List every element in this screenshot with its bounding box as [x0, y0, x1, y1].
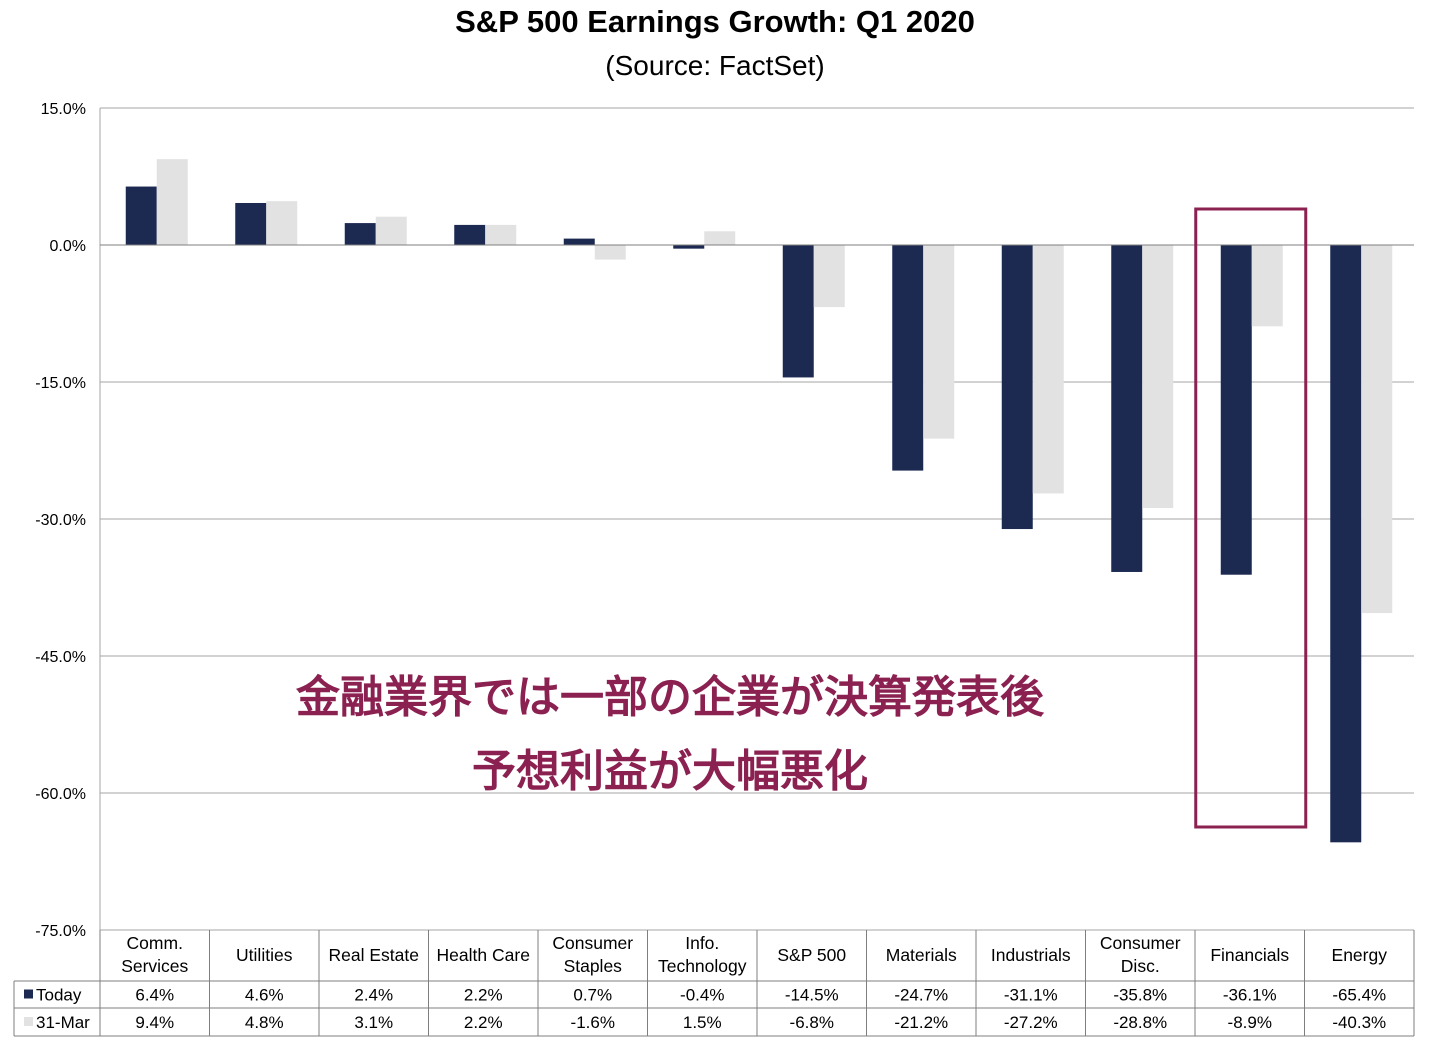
- legend-label: 31-Mar: [36, 1013, 90, 1032]
- x-tick-label: Comm.: [127, 933, 183, 953]
- bar-today: [892, 245, 924, 471]
- bar-mar31: [266, 201, 298, 245]
- bar-mar31: [1251, 245, 1283, 327]
- chart-subtitle: (Source: FactSet): [605, 50, 825, 81]
- data-label: 2.4%: [354, 986, 393, 1005]
- x-tick-label: Consumer: [552, 933, 633, 953]
- bar-today: [235, 202, 267, 245]
- data-label: 4.6%: [245, 986, 284, 1005]
- bar-today: [1220, 245, 1252, 575]
- data-label: -28.8%: [1113, 1013, 1167, 1032]
- bar-mar31: [375, 216, 407, 245]
- bar-mar31: [813, 245, 845, 308]
- annotation-line: 金融業界では一部の企業が決算発表後: [295, 672, 1045, 723]
- x-tick-label: Health Care: [437, 945, 530, 965]
- x-tick-label: Materials: [886, 945, 957, 965]
- bar-today: [1001, 245, 1033, 530]
- data-label: -14.5%: [785, 986, 839, 1005]
- x-tick-label: Industrials: [991, 945, 1071, 965]
- data-label: 4.8%: [245, 1013, 284, 1032]
- bar-mar31: [1142, 245, 1174, 509]
- data-label: -1.6%: [571, 1013, 615, 1032]
- y-tick-label: -60.0%: [35, 786, 86, 803]
- x-tick-label: Financials: [1210, 945, 1289, 965]
- bar-mar31: [156, 159, 188, 245]
- bar-today: [344, 223, 376, 245]
- x-tick-label: Utilities: [236, 945, 293, 965]
- bar-today: [1111, 245, 1143, 572]
- data-label: -40.3%: [1332, 1013, 1386, 1032]
- data-label: -24.7%: [894, 986, 948, 1005]
- highlight-box: [1194, 207, 1308, 829]
- data-label: 1.5%: [683, 1013, 722, 1032]
- data-label: -27.2%: [1004, 1013, 1058, 1032]
- y-tick-label: -15.0%: [35, 375, 86, 392]
- x-tick-label: Consumer: [1100, 933, 1181, 953]
- data-label: -0.4%: [680, 986, 724, 1005]
- bar-today: [1330, 245, 1362, 843]
- data-label: -31.1%: [1004, 986, 1058, 1005]
- bar-today: [782, 245, 814, 378]
- bar-today: [563, 238, 595, 245]
- y-tick-label: 15.0%: [41, 101, 86, 118]
- data-label: 0.7%: [573, 986, 612, 1005]
- bar-today: [125, 186, 157, 245]
- x-tick-label: Energy: [1332, 945, 1388, 965]
- x-tick-label: Services: [121, 956, 188, 976]
- data-label: 2.2%: [464, 1013, 503, 1032]
- bar-mar31: [923, 245, 955, 439]
- bar-today: [673, 245, 705, 249]
- x-tick-label: Info.: [685, 933, 719, 953]
- legend-key: [24, 1017, 33, 1026]
- y-tick-label: -45.0%: [35, 649, 86, 666]
- annotation-line: 予想利益が大幅悪化: [472, 746, 868, 797]
- x-tick-label: Real Estate: [329, 945, 419, 965]
- data-label: 2.2%: [464, 986, 503, 1005]
- bar-today: [454, 224, 486, 245]
- y-tick-label: -75.0%: [35, 923, 86, 940]
- bar-mar31: [1361, 245, 1393, 614]
- bar-mar31: [485, 224, 517, 245]
- bar-mar31: [704, 231, 736, 245]
- data-label: 6.4%: [135, 986, 174, 1005]
- legend-key: [24, 989, 33, 999]
- x-tick-label: Technology: [658, 956, 747, 976]
- y-tick-label: 0.0%: [50, 238, 86, 255]
- chart-title: S&P 500 Earnings Growth: Q1 2020: [455, 4, 975, 39]
- x-tick-label: S&P 500: [777, 945, 846, 965]
- bar-mar31: [1032, 245, 1064, 494]
- data-label: -65.4%: [1332, 986, 1386, 1005]
- data-label: 3.1%: [354, 1013, 393, 1032]
- data-label: -6.8%: [790, 1013, 834, 1032]
- data-label: -36.1%: [1223, 986, 1277, 1005]
- data-label: -8.9%: [1228, 1013, 1272, 1032]
- data-label: -21.2%: [894, 1013, 948, 1032]
- x-tick-label: Staples: [564, 956, 623, 976]
- data-label: 9.4%: [135, 1013, 174, 1032]
- bar-mar31: [594, 245, 626, 260]
- y-tick-label: -30.0%: [35, 512, 86, 529]
- legend-label: Today: [36, 986, 82, 1005]
- data-label: -35.8%: [1113, 986, 1167, 1005]
- x-tick-label: Disc.: [1121, 956, 1160, 976]
